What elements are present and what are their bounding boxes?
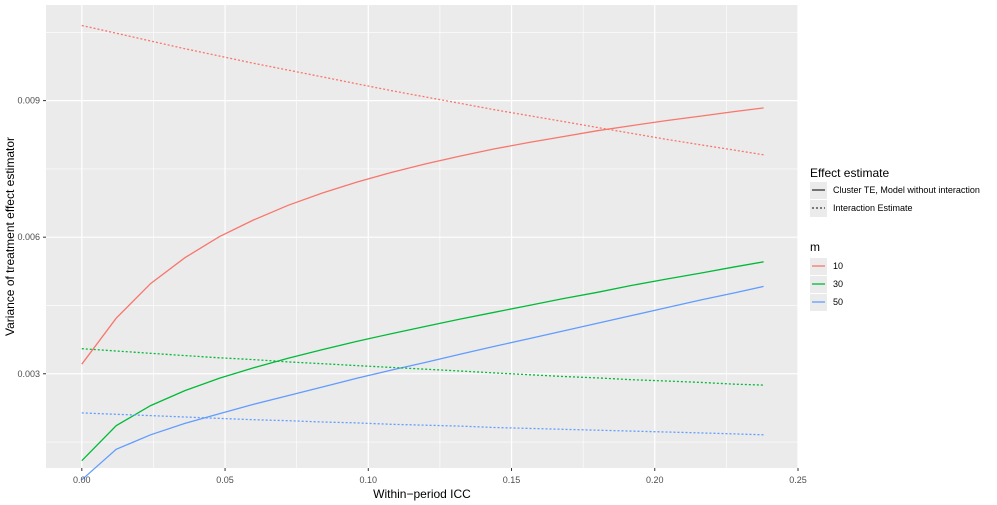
legend: Effect estimate Cluster TE, Model withou… bbox=[810, 166, 980, 311]
x-tick-label: 0.25 bbox=[789, 475, 807, 485]
legend-key-bg bbox=[810, 200, 827, 217]
x-axis-title: Within−period ICC bbox=[373, 487, 471, 501]
y-axis-ticks: 0.003 0.006 0.009 bbox=[17, 96, 46, 379]
y-tick-label: 0.009 bbox=[17, 96, 40, 106]
series-line-m30-cluster-te bbox=[81, 261, 764, 462]
legend-color-label: 30 bbox=[833, 279, 843, 289]
y-tick-label: 0.006 bbox=[17, 232, 40, 242]
legend-color-title: m bbox=[810, 240, 820, 254]
plot-panel bbox=[46, 5, 798, 468]
x-tick-label: 0.00 bbox=[73, 475, 91, 485]
major-gridlines bbox=[46, 5, 799, 468]
series-layer bbox=[81, 24, 764, 481]
legend-linetype-title: Effect estimate bbox=[810, 166, 889, 180]
x-axis-ticks: 0.00 0.05 0.10 0.15 0.20 0.25 bbox=[73, 468, 807, 485]
series-line-m50-cluster-te bbox=[81, 285, 764, 481]
legend-color-label: 10 bbox=[833, 261, 843, 271]
x-tick-label: 0.20 bbox=[646, 475, 664, 485]
x-tick-label: 0.05 bbox=[216, 475, 234, 485]
x-tick-label: 0.15 bbox=[503, 475, 521, 485]
series-line-m10-cluster-te bbox=[81, 107, 764, 365]
y-tick-label: 0.003 bbox=[17, 369, 40, 379]
minor-gridlines bbox=[46, 5, 798, 468]
legend-linetype-label: Interaction Estimate bbox=[833, 203, 913, 213]
x-tick-label: 0.10 bbox=[360, 475, 378, 485]
legend-color-label: 50 bbox=[833, 297, 843, 307]
series-line-m30-interaction bbox=[81, 348, 764, 386]
y-axis-title: Variance of treatment effect estimator bbox=[3, 137, 17, 336]
series-line-m10-interaction bbox=[81, 24, 764, 156]
series-line-m50-interaction bbox=[81, 412, 764, 436]
legend-linetype-label: Cluster TE, Model without interaction bbox=[833, 185, 980, 195]
